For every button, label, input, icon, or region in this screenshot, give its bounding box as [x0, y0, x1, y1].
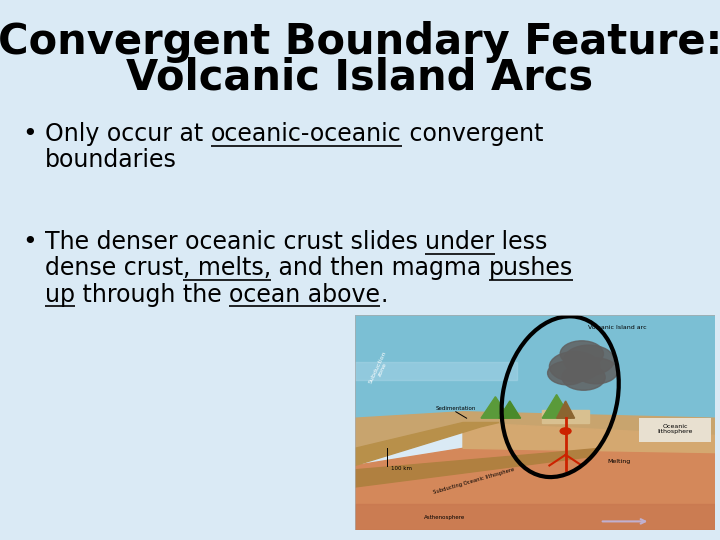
Text: Subduction
zone: Subduction zone: [368, 350, 392, 387]
Text: under: under: [426, 230, 495, 254]
Polygon shape: [355, 315, 715, 418]
Text: convergent: convergent: [402, 122, 543, 146]
Text: up: up: [45, 283, 75, 307]
Text: Volcanic Island Arcs: Volcanic Island Arcs: [127, 57, 593, 99]
Circle shape: [549, 352, 600, 382]
Polygon shape: [355, 448, 715, 530]
Text: and then magma: and then magma: [271, 256, 489, 280]
Polygon shape: [481, 397, 510, 418]
Circle shape: [564, 345, 614, 375]
Text: .: .: [380, 283, 387, 307]
Text: ocean above: ocean above: [229, 283, 380, 307]
Text: less: less: [495, 230, 548, 254]
Text: Only occur at: Only occur at: [45, 122, 211, 146]
FancyArrowPatch shape: [603, 519, 645, 524]
Text: The denser oceanic crust slides: The denser oceanic crust slides: [45, 230, 426, 254]
Text: pushes: pushes: [489, 256, 573, 280]
Text: 100 km: 100 km: [391, 466, 412, 471]
Text: dense crust: dense crust: [45, 256, 184, 280]
Polygon shape: [542, 410, 589, 422]
Text: Subducting Oceanic lithosphere: Subducting Oceanic lithosphere: [433, 467, 515, 495]
Text: Convergent Boundary Feature:: Convergent Boundary Feature:: [0, 21, 720, 63]
Polygon shape: [355, 422, 499, 465]
Polygon shape: [463, 422, 715, 453]
Text: through the: through the: [75, 283, 229, 307]
Polygon shape: [355, 504, 715, 530]
Circle shape: [548, 361, 588, 385]
Text: •: •: [22, 122, 37, 146]
Text: Melting: Melting: [607, 458, 630, 464]
Polygon shape: [355, 448, 600, 487]
Polygon shape: [542, 395, 571, 418]
FancyBboxPatch shape: [639, 418, 711, 442]
Circle shape: [560, 428, 571, 434]
Text: oceanic-oceanic: oceanic-oceanic: [211, 122, 402, 146]
Text: •: •: [22, 230, 37, 254]
Circle shape: [560, 341, 603, 367]
Circle shape: [575, 358, 618, 384]
Text: , melts,: , melts,: [184, 256, 271, 280]
Polygon shape: [557, 401, 575, 418]
Text: Oceanic
lithosphere: Oceanic lithosphere: [657, 423, 693, 434]
Text: Asthenosphere: Asthenosphere: [424, 515, 466, 519]
Text: Volcanic Island arc: Volcanic Island arc: [588, 325, 647, 330]
Polygon shape: [499, 401, 521, 418]
Polygon shape: [355, 362, 517, 380]
Text: boundaries: boundaries: [45, 148, 177, 172]
Text: Sedimentation: Sedimentation: [436, 406, 476, 411]
Polygon shape: [355, 411, 715, 448]
Circle shape: [562, 364, 606, 390]
